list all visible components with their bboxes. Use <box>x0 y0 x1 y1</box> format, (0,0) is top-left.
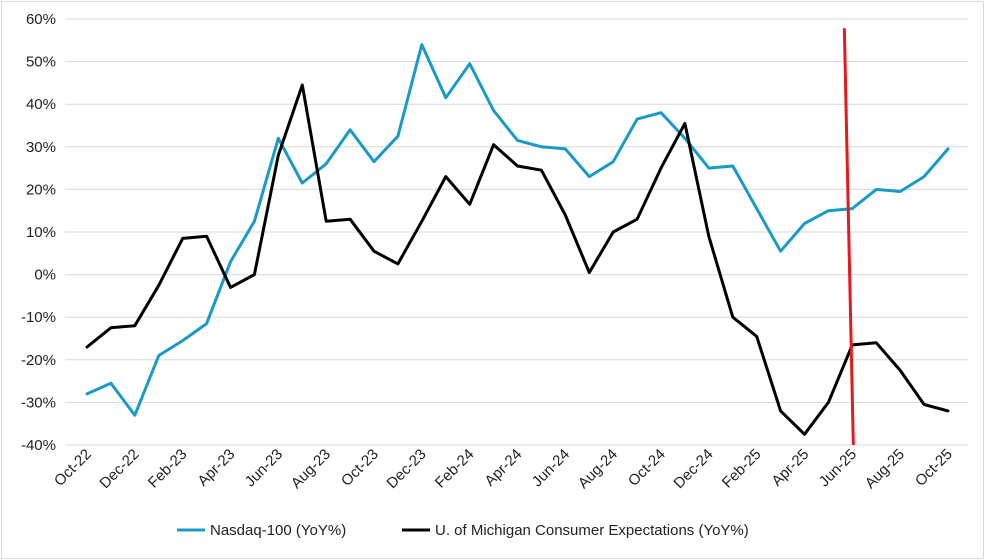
y-tick-label: -30% <box>21 394 56 411</box>
x-tick-label: Dec-23 <box>383 446 429 492</box>
x-tick-label: Jun-24 <box>529 446 573 490</box>
x-tick-label: Feb-24 <box>432 446 478 492</box>
y-tick-label: 50% <box>26 54 56 71</box>
legend: Nasdaq-100 (YoY%) U. of Michigan Consumer… <box>177 522 749 539</box>
x-tick-label: Oct-24 <box>625 446 669 490</box>
x-tick-label: Feb-23 <box>145 446 191 492</box>
legend-label-nasdaq: Nasdaq-100 (YoY%) <box>210 522 346 539</box>
x-tick-label: Apr-24 <box>481 446 525 490</box>
x-tick-label: Aug-25 <box>862 446 908 492</box>
y-tick-label: -10% <box>21 309 56 326</box>
x-tick-label: Oct-25 <box>912 446 956 490</box>
y-tick-label: 40% <box>26 96 56 113</box>
x-tick-label: Oct-23 <box>338 446 382 490</box>
y-tick-label: 10% <box>26 224 56 241</box>
x-tick-label: Oct-22 <box>51 446 95 490</box>
y-tick-label: 30% <box>26 139 56 156</box>
y-axis-ticks: 60% 50% 40% 30% 20% 10% 0% -10% -20% -30% -40% <box>21 11 56 454</box>
y-tick-label: 0% <box>34 267 56 284</box>
y-tick-label: 20% <box>26 181 56 198</box>
y-tick-label: 60% <box>26 11 56 28</box>
series-lines <box>85 43 950 436</box>
x-tick-label: Feb-25 <box>719 446 765 492</box>
x-tick-label: Apr-23 <box>194 446 238 490</box>
series-line-michigan <box>85 83 950 436</box>
series-line-nasdaq <box>85 43 950 417</box>
y-tick-label: -40% <box>21 437 56 454</box>
x-tick-label: Dec-24 <box>670 446 716 492</box>
x-tick-label: Apr-25 <box>768 446 812 490</box>
x-tick-label: Dec-22 <box>96 446 142 492</box>
gridlines <box>65 18 968 446</box>
red-vertical-marker <box>842 28 855 446</box>
x-tick-label: Jun-23 <box>242 446 286 490</box>
y-tick-label: -20% <box>21 352 56 369</box>
x-axis-ticks: Oct-22 Dec-22 Feb-23 Apr-23 Jun-23 Aug-23 Oct-… <box>51 446 956 492</box>
x-tick-label: Jun-25 <box>816 446 860 490</box>
x-tick-label: Aug-23 <box>288 446 334 492</box>
annotations <box>842 28 855 446</box>
legend-label-michigan: U. of Michigan Consumer Expectations (Yo… <box>435 522 749 539</box>
x-tick-label: Aug-24 <box>575 446 621 492</box>
